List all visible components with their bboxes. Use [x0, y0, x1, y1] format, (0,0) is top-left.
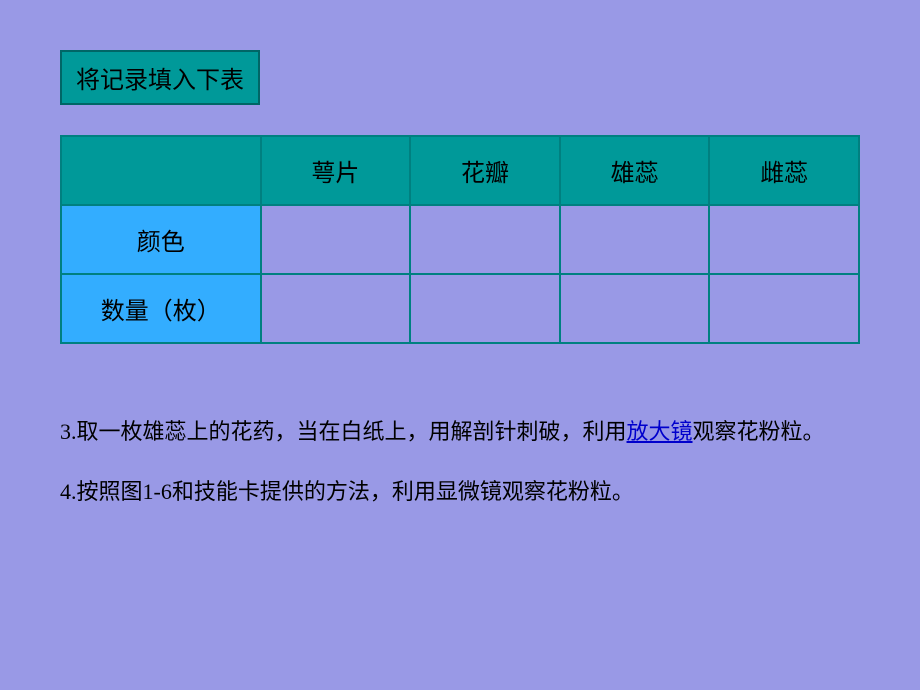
instruction-text: 3.取一枚雄蕊上的花药，当在白纸上，用解剖针刺破，利用	[60, 419, 627, 444]
header-corner-cell	[61, 136, 261, 205]
column-header: 雄蕊	[560, 136, 710, 205]
instruction-item-4: 4.按照图1-6和技能卡提供的方法，利用显微镜观察花粉粒。	[60, 474, 860, 509]
table-row: 颜色	[61, 205, 859, 274]
table-cell	[261, 274, 411, 343]
table-row: 数量（枚）	[61, 274, 859, 343]
instruction-text: 4.按照图1-6和技能卡提供的方法，利用显微镜观察花粉粒。	[60, 479, 634, 504]
table-cell	[410, 205, 560, 274]
table-cell	[560, 274, 710, 343]
observation-table: 萼片 花瓣 雄蕊 雌蕊 颜色 数量（枚）	[60, 135, 860, 344]
slide-container: 将记录填入下表 萼片 花瓣 雄蕊 雌蕊 颜色 数量（枚） 3.取一枚雄蕊上的花药…	[0, 0, 920, 584]
magnifier-link[interactable]: 放大镜	[627, 419, 693, 444]
instruction-text: 观察花粉粒。	[693, 419, 825, 444]
column-header: 萼片	[261, 136, 411, 205]
table-header-row: 萼片 花瓣 雄蕊 雌蕊	[61, 136, 859, 205]
row-header: 颜色	[61, 205, 261, 274]
table-cell	[709, 205, 859, 274]
row-header: 数量（枚）	[61, 274, 261, 343]
title-box: 将记录填入下表	[60, 50, 260, 105]
table-cell	[709, 274, 859, 343]
table-cell	[410, 274, 560, 343]
table-cell	[560, 205, 710, 274]
title-text: 将记录填入下表	[76, 68, 244, 94]
column-header: 雌蕊	[709, 136, 859, 205]
table-cell	[261, 205, 411, 274]
column-header: 花瓣	[410, 136, 560, 205]
instruction-item-3: 3.取一枚雄蕊上的花药，当在白纸上，用解剖针刺破，利用放大镜观察花粉粒。	[60, 414, 860, 449]
